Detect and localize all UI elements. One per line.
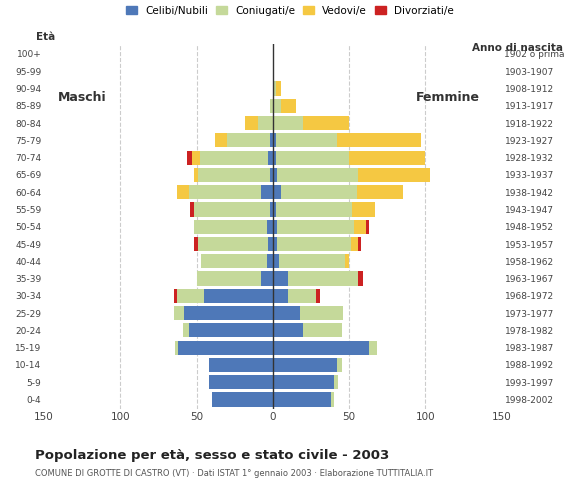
Bar — [352, 203, 375, 216]
Bar — [276, 82, 281, 96]
Bar — [273, 289, 288, 303]
Bar — [194, 203, 270, 216]
Bar — [204, 289, 273, 303]
Bar — [200, 151, 269, 165]
Bar — [173, 289, 177, 303]
Bar — [331, 393, 334, 407]
Bar — [194, 220, 267, 234]
Bar — [345, 254, 349, 268]
Bar — [198, 168, 270, 182]
Bar — [366, 220, 369, 234]
Bar — [281, 99, 296, 113]
Bar — [273, 358, 337, 372]
Bar — [273, 133, 276, 147]
Bar — [273, 203, 276, 216]
Bar — [334, 375, 339, 389]
Bar — [267, 254, 273, 268]
Text: Popolazione per età, sesso e stato civile - 2003: Popolazione per età, sesso e stato civil… — [35, 449, 389, 462]
Bar — [358, 237, 361, 251]
Bar — [277, 220, 354, 234]
Bar — [227, 133, 270, 147]
Bar — [303, 116, 349, 130]
Bar — [177, 289, 204, 303]
Bar — [187, 151, 192, 165]
Bar — [175, 341, 178, 355]
Bar — [260, 272, 273, 286]
Bar — [269, 237, 273, 251]
Bar — [260, 185, 273, 199]
Bar — [303, 324, 342, 337]
Bar — [273, 375, 334, 389]
Bar — [277, 168, 358, 182]
Bar — [273, 99, 281, 113]
Bar — [190, 203, 194, 216]
Bar — [273, 272, 288, 286]
Bar — [358, 168, 430, 182]
Bar — [276, 133, 337, 147]
Bar — [358, 272, 363, 286]
Bar — [273, 220, 277, 234]
Bar — [192, 151, 200, 165]
Bar — [177, 185, 189, 199]
Bar — [276, 151, 349, 165]
Bar — [273, 151, 276, 165]
Bar — [209, 375, 273, 389]
Bar — [354, 220, 366, 234]
Bar — [273, 341, 369, 355]
Bar — [269, 151, 273, 165]
Bar — [267, 220, 273, 234]
Bar — [273, 237, 277, 251]
Bar — [245, 116, 258, 130]
Bar — [212, 393, 273, 407]
Text: Femmine: Femmine — [416, 91, 480, 104]
Bar — [258, 116, 273, 130]
Bar — [281, 185, 357, 199]
Bar — [198, 237, 269, 251]
Bar — [337, 358, 342, 372]
Bar — [276, 203, 352, 216]
Bar — [273, 185, 281, 199]
Bar — [270, 99, 273, 113]
Text: Maschi: Maschi — [58, 91, 107, 104]
Bar — [273, 306, 300, 320]
Bar — [300, 306, 343, 320]
Bar — [288, 272, 358, 286]
Bar — [357, 185, 403, 199]
Bar — [369, 341, 376, 355]
Text: Anno di nascita: Anno di nascita — [472, 43, 563, 53]
Bar — [273, 254, 279, 268]
Bar — [189, 185, 260, 199]
Bar — [277, 237, 351, 251]
Bar — [349, 151, 426, 165]
Bar — [351, 237, 358, 251]
Bar — [288, 289, 316, 303]
Bar — [270, 168, 273, 182]
Bar — [273, 82, 276, 96]
Bar — [183, 324, 189, 337]
Bar — [270, 133, 273, 147]
Bar — [173, 306, 184, 320]
Bar — [270, 203, 273, 216]
Bar — [273, 393, 331, 407]
Bar — [273, 168, 277, 182]
Bar — [194, 237, 198, 251]
Bar — [337, 133, 421, 147]
Legend: Celibi/Nubili, Coniugati/e, Vedovi/e, Divorziati/e: Celibi/Nubili, Coniugati/e, Vedovi/e, Di… — [123, 3, 457, 19]
Bar — [178, 341, 273, 355]
Text: Età: Età — [37, 32, 56, 42]
Bar — [279, 254, 345, 268]
Bar — [316, 289, 320, 303]
Bar — [209, 358, 273, 372]
Bar — [273, 324, 303, 337]
Bar — [215, 133, 227, 147]
Text: COMUNE DI GROTTE DI CASTRO (VT) · Dati ISTAT 1° gennaio 2003 · Elaborazione TUTT: COMUNE DI GROTTE DI CASTRO (VT) · Dati I… — [35, 469, 433, 479]
Bar — [201, 254, 267, 268]
Bar — [189, 324, 273, 337]
Bar — [273, 116, 303, 130]
Bar — [194, 168, 198, 182]
Bar — [197, 272, 260, 286]
Bar — [184, 306, 273, 320]
